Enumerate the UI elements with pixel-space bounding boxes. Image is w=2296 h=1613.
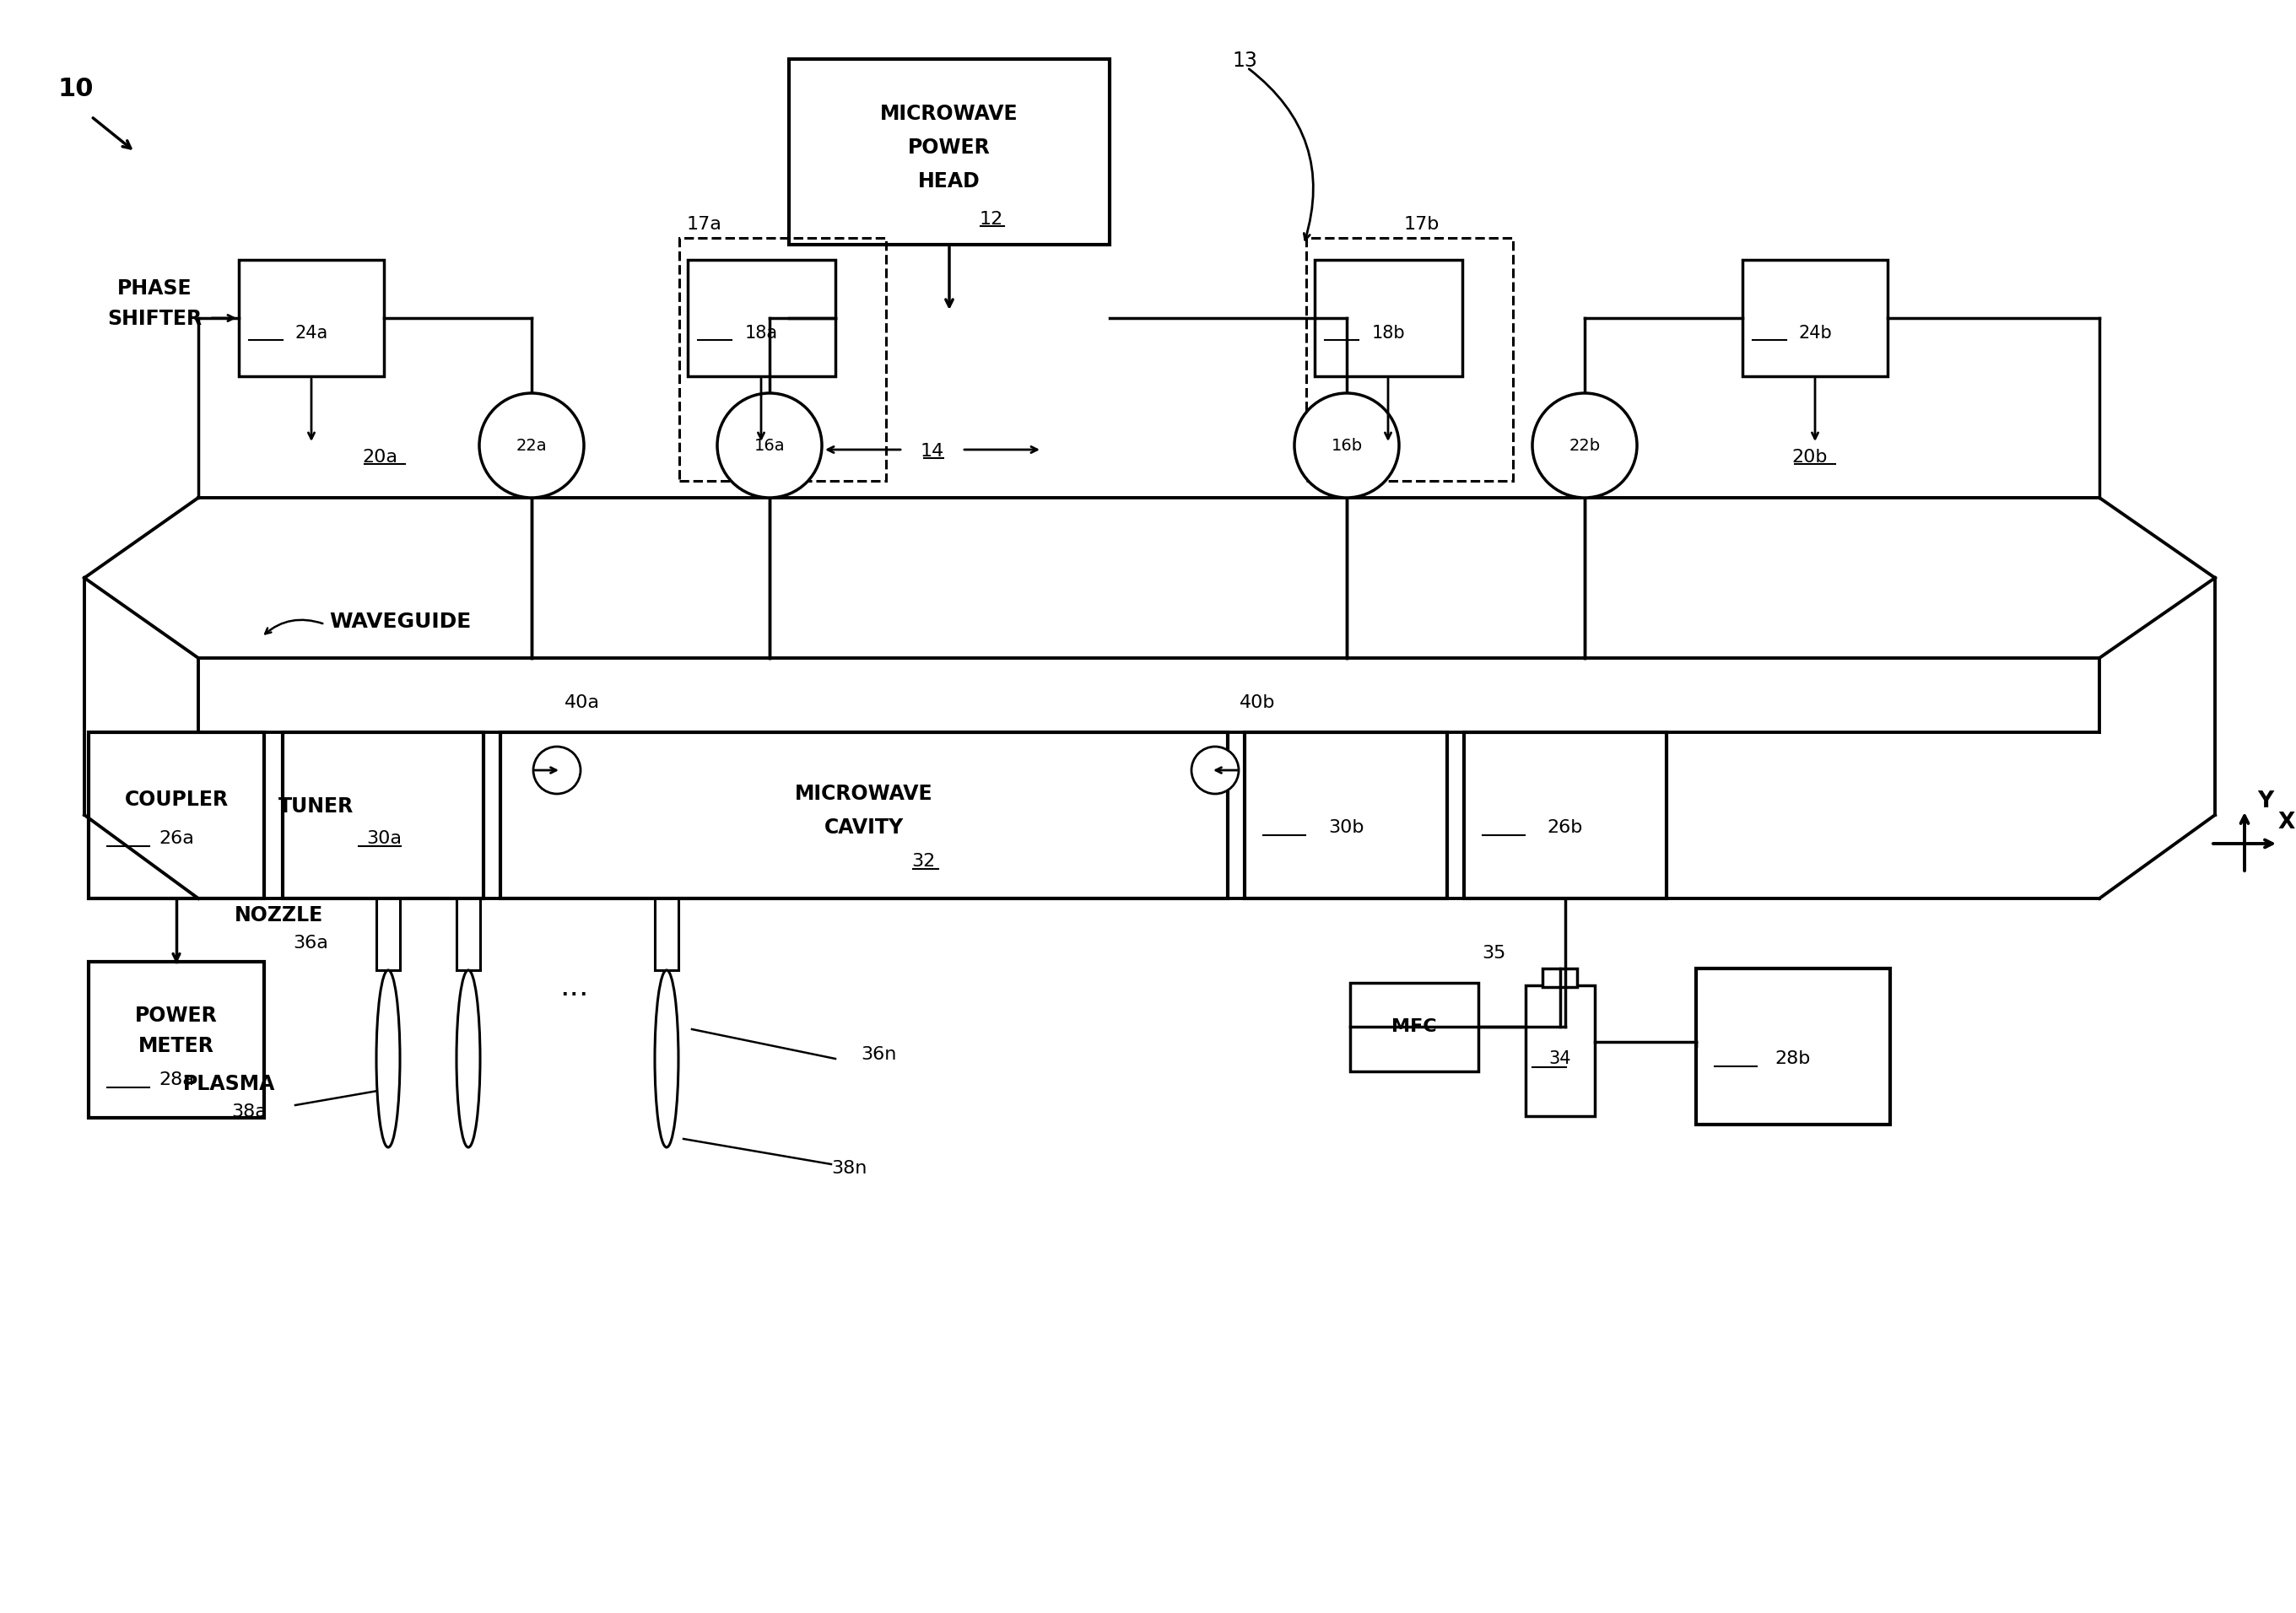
Text: 38n: 38n bbox=[831, 1160, 868, 1177]
Bar bbox=[1743, 260, 1887, 376]
Circle shape bbox=[1192, 747, 1240, 794]
Text: 24b: 24b bbox=[1798, 324, 1832, 342]
Bar bbox=[1306, 237, 1513, 481]
Bar bbox=[1543, 968, 1577, 987]
Circle shape bbox=[1531, 394, 1637, 498]
Bar bbox=[282, 732, 484, 898]
Bar bbox=[689, 260, 836, 376]
Text: 38a: 38a bbox=[232, 1103, 266, 1121]
Bar bbox=[1350, 982, 1479, 1071]
Text: NOZZLE: NOZZLE bbox=[234, 905, 324, 926]
Text: 40a: 40a bbox=[565, 694, 599, 711]
Text: 40b: 40b bbox=[1240, 694, 1274, 711]
Text: 34: 34 bbox=[1550, 1050, 1570, 1068]
Text: 30b: 30b bbox=[1327, 819, 1364, 836]
Bar bbox=[239, 260, 383, 376]
Bar bbox=[790, 60, 1109, 245]
Text: POWER: POWER bbox=[907, 137, 990, 158]
Text: PHASE: PHASE bbox=[117, 279, 193, 298]
Circle shape bbox=[1295, 394, 1398, 498]
Text: 20a: 20a bbox=[363, 448, 397, 466]
Bar bbox=[90, 961, 264, 1118]
Bar bbox=[1525, 986, 1596, 1116]
Text: 13: 13 bbox=[1233, 50, 1258, 71]
Text: MICROWAVE: MICROWAVE bbox=[879, 103, 1019, 124]
Text: 10: 10 bbox=[57, 76, 94, 102]
Text: 22b: 22b bbox=[1568, 437, 1600, 453]
Text: 30a: 30a bbox=[367, 831, 402, 847]
Text: 35: 35 bbox=[1481, 945, 1506, 961]
Bar bbox=[90, 732, 264, 898]
Bar bbox=[1697, 968, 1890, 1124]
Text: 26a: 26a bbox=[158, 831, 195, 847]
Text: 16a: 16a bbox=[753, 437, 785, 453]
Ellipse shape bbox=[457, 969, 480, 1147]
Text: MICROWAVE: MICROWAVE bbox=[794, 784, 932, 803]
Text: 16b: 16b bbox=[1332, 437, 1362, 453]
Text: 36n: 36n bbox=[861, 1047, 895, 1063]
Text: 22a: 22a bbox=[517, 437, 546, 453]
Bar bbox=[1244, 732, 1446, 898]
Bar bbox=[680, 237, 886, 481]
Text: 36a: 36a bbox=[294, 934, 328, 952]
Text: WAVEGUIDE: WAVEGUIDE bbox=[328, 611, 471, 632]
Text: 32: 32 bbox=[912, 853, 934, 869]
Bar bbox=[457, 898, 480, 969]
Text: TUNER: TUNER bbox=[278, 797, 354, 816]
Ellipse shape bbox=[654, 969, 677, 1147]
Circle shape bbox=[533, 747, 581, 794]
Bar bbox=[1316, 260, 1463, 376]
Bar bbox=[1465, 732, 1667, 898]
Bar bbox=[377, 898, 400, 969]
Bar bbox=[501, 732, 1228, 898]
Text: CAVITY: CAVITY bbox=[824, 818, 905, 837]
Circle shape bbox=[716, 394, 822, 498]
Text: Y: Y bbox=[2257, 790, 2273, 813]
Text: POWER: POWER bbox=[135, 1005, 218, 1026]
Text: 24a: 24a bbox=[294, 324, 328, 342]
Text: HEAD: HEAD bbox=[918, 171, 980, 192]
Text: 26b: 26b bbox=[1548, 819, 1584, 836]
Circle shape bbox=[480, 394, 583, 498]
Text: 20b: 20b bbox=[1793, 448, 1828, 466]
Text: 12: 12 bbox=[980, 211, 1003, 227]
Text: 17b: 17b bbox=[1403, 216, 1440, 232]
Text: METER: METER bbox=[138, 1036, 214, 1057]
Text: X: X bbox=[2278, 811, 2296, 834]
Text: PLASMA: PLASMA bbox=[184, 1074, 276, 1094]
Text: ...: ... bbox=[560, 973, 588, 1002]
Text: 28a: 28a bbox=[158, 1071, 195, 1089]
Text: MFC: MFC bbox=[1391, 1018, 1437, 1036]
Text: 18a: 18a bbox=[744, 324, 778, 342]
Bar bbox=[654, 898, 677, 969]
Text: SHIFTER: SHIFTER bbox=[108, 308, 202, 329]
Text: 17a: 17a bbox=[687, 216, 723, 232]
Text: 28b: 28b bbox=[1775, 1050, 1812, 1068]
Text: 18b: 18b bbox=[1371, 324, 1405, 342]
Ellipse shape bbox=[377, 969, 400, 1147]
Text: COUPLER: COUPLER bbox=[124, 790, 227, 810]
Text: 14: 14 bbox=[921, 444, 944, 460]
